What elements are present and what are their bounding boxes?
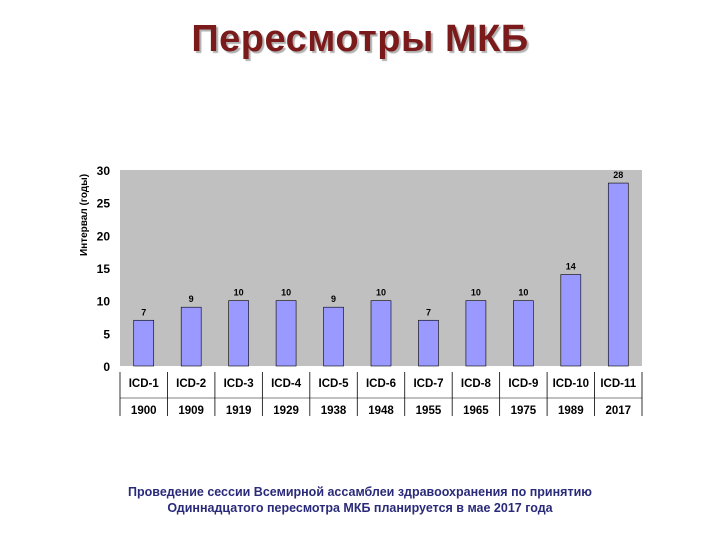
y-tick-label: 5 — [103, 327, 110, 341]
bar-chart-svg: Интервал (годы) 0 5 10 15 20 25 30 7 9 10 10 9 10 7 10 1… — [79, 164, 643, 420]
year-label: 1900 — [131, 405, 157, 416]
caption: Проведение сессии Всемирной ассамблеи зд… — [0, 484, 720, 516]
y-tick-label: 25 — [97, 197, 111, 211]
year-label: 1909 — [178, 405, 204, 416]
y-tick-label: 20 — [97, 229, 111, 243]
y-tick-label: 30 — [97, 164, 111, 178]
y-tick-label: 10 — [97, 295, 111, 309]
year-label: 1929 — [273, 405, 299, 416]
bar — [180, 306, 202, 367]
data-label: 14 — [566, 262, 576, 272]
year-label: 1989 — [558, 405, 584, 416]
data-label: 10 — [281, 288, 291, 298]
year-label: 1919 — [226, 405, 252, 416]
data-label: 7 — [141, 307, 146, 317]
bar — [133, 319, 155, 367]
x-tick-label: ICD-2 — [176, 378, 206, 390]
x-tick-label: ICD-1 — [129, 378, 160, 390]
x-tick-label: ICD-10 — [553, 378, 589, 390]
x-tick-label: ICD-5 — [319, 378, 350, 390]
x-tick-label: ICD-11 — [600, 378, 636, 390]
data-label: 7 — [426, 307, 431, 317]
bar — [560, 274, 582, 367]
year-label: 1955 — [416, 405, 442, 416]
slide-title: Пересмотры МКБ — [191, 18, 529, 60]
year-label: 1975 — [511, 405, 537, 416]
data-label: 9 — [331, 294, 336, 304]
x-tick-label: ICD-3 — [224, 378, 254, 390]
data-label: 10 — [234, 288, 244, 298]
bar — [228, 300, 249, 367]
x-tick-label: ICD-4 — [271, 378, 302, 390]
bar — [370, 300, 392, 367]
data-label: 10 — [518, 288, 528, 298]
x-tick-label: ICD-6 — [366, 378, 396, 390]
bar — [323, 306, 344, 367]
data-label: 28 — [613, 170, 623, 180]
bar — [607, 182, 629, 367]
year-label: 1938 — [321, 405, 347, 416]
year-label: 1965 — [463, 405, 489, 416]
data-label: 10 — [376, 288, 386, 298]
x-tick-label: ICD-7 — [413, 378, 443, 390]
bar — [465, 300, 487, 367]
data-label: 9 — [189, 294, 194, 304]
y-tick-label: 0 — [103, 360, 110, 374]
x-tick-label: ICD-9 — [508, 378, 538, 390]
bar — [275, 300, 297, 367]
y-axis-title: Интервал (годы) — [79, 174, 90, 256]
caption-line-1: Проведение сессии Всемирной ассамблеи зд… — [128, 485, 592, 499]
year-label: 1948 — [368, 405, 394, 416]
x-tick-label: ICD-8 — [461, 378, 492, 390]
year-label: 2017 — [605, 405, 631, 416]
caption-line-2: Одиннадцатого пересмотра МКБ планируется… — [167, 501, 553, 515]
chart: Интервал (годы) 0 5 10 15 20 25 30 7 9 10 10 9 10 7 10 1… — [75, 158, 647, 420]
data-label: 10 — [471, 288, 481, 298]
y-tick-label: 15 — [97, 262, 111, 276]
bar — [513, 300, 534, 367]
bar — [418, 319, 439, 367]
